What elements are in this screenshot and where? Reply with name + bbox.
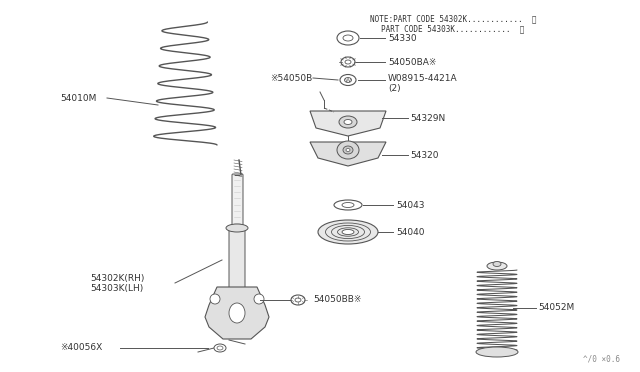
Ellipse shape: [346, 148, 350, 151]
Text: 54010M: 54010M: [60, 93, 97, 103]
Ellipse shape: [344, 77, 351, 83]
Ellipse shape: [295, 298, 301, 302]
Ellipse shape: [344, 119, 352, 125]
Text: 54052M: 54052M: [538, 304, 574, 312]
Text: W08915-4421A: W08915-4421A: [388, 74, 458, 83]
Text: 54330: 54330: [388, 33, 417, 42]
Text: 54320: 54320: [410, 151, 438, 160]
Ellipse shape: [318, 220, 378, 244]
Ellipse shape: [343, 146, 353, 154]
Ellipse shape: [229, 303, 245, 323]
Ellipse shape: [337, 141, 359, 159]
Text: 54302K(RH): 54302K(RH): [90, 273, 145, 282]
Ellipse shape: [217, 346, 223, 350]
Ellipse shape: [345, 60, 351, 64]
Polygon shape: [205, 287, 269, 339]
Ellipse shape: [342, 202, 354, 208]
Ellipse shape: [342, 230, 354, 234]
Text: 54050BB※: 54050BB※: [313, 295, 362, 305]
FancyBboxPatch shape: [232, 174, 243, 229]
Text: 54303K(LH): 54303K(LH): [90, 285, 143, 294]
Text: NOTE:PART CODE 54302K............  ※: NOTE:PART CODE 54302K............ ※: [370, 14, 536, 23]
Ellipse shape: [343, 35, 353, 41]
Polygon shape: [310, 111, 386, 136]
FancyBboxPatch shape: [229, 229, 245, 288]
Text: W: W: [345, 77, 351, 83]
Ellipse shape: [340, 74, 356, 86]
Text: ※40056X: ※40056X: [60, 343, 102, 353]
Text: 54043: 54043: [396, 201, 424, 209]
Ellipse shape: [476, 347, 518, 357]
Ellipse shape: [337, 31, 359, 45]
Ellipse shape: [334, 200, 362, 210]
Ellipse shape: [341, 57, 355, 67]
Ellipse shape: [487, 262, 507, 270]
Text: 54329N: 54329N: [410, 113, 445, 122]
Text: 54050BA※: 54050BA※: [388, 58, 436, 67]
Ellipse shape: [214, 344, 226, 352]
Circle shape: [210, 294, 220, 304]
Ellipse shape: [339, 116, 357, 128]
Text: PART CODE 54303K............  ※: PART CODE 54303K............ ※: [381, 24, 524, 33]
Text: 54040: 54040: [396, 228, 424, 237]
Text: ※54050B: ※54050B: [269, 74, 312, 83]
Ellipse shape: [226, 224, 248, 232]
Circle shape: [254, 294, 264, 304]
Text: ^/0 ×0.6: ^/0 ×0.6: [583, 354, 620, 363]
Text: (2): (2): [388, 83, 401, 93]
Ellipse shape: [493, 262, 501, 266]
Polygon shape: [310, 142, 386, 166]
Ellipse shape: [291, 295, 305, 305]
